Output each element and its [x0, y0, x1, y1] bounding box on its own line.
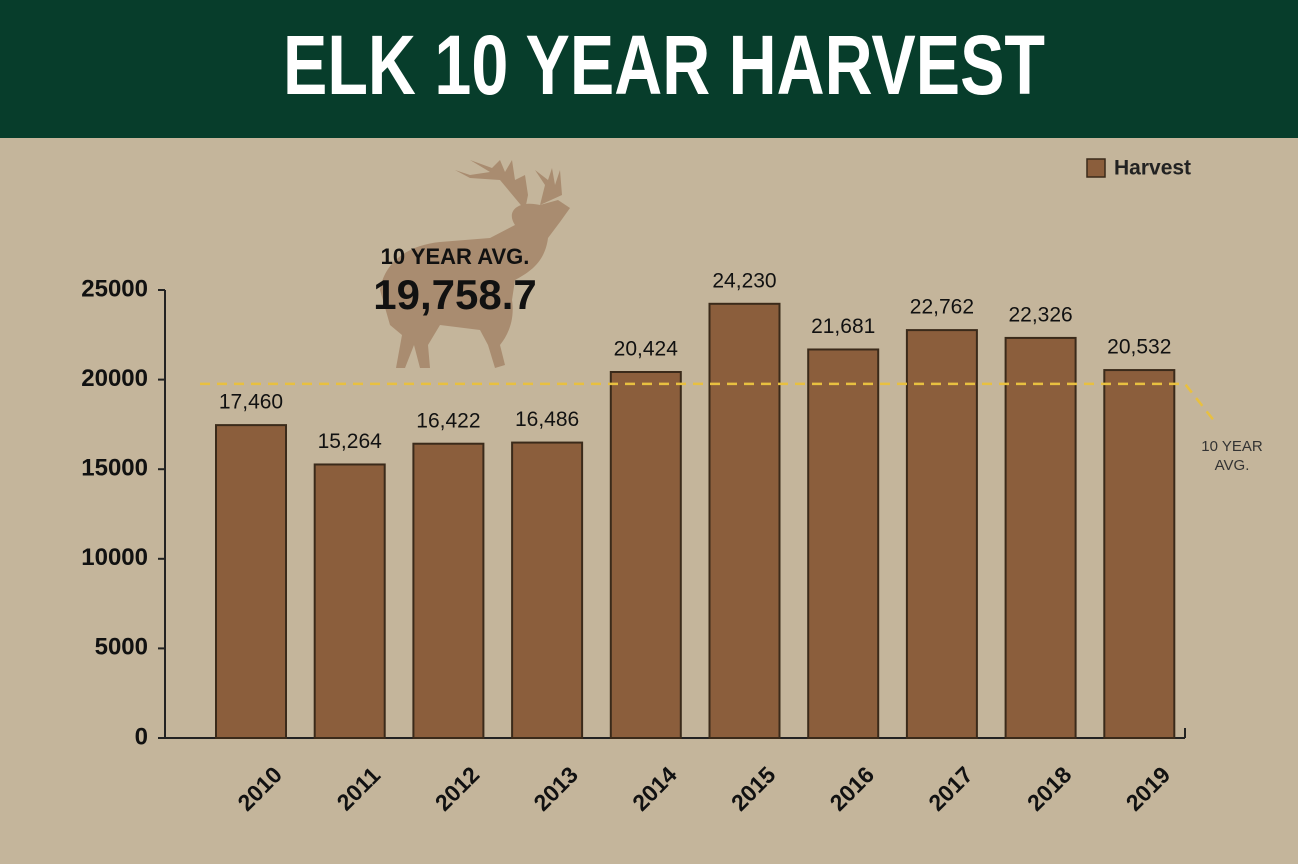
- average-line-label: AVG.: [1215, 457, 1250, 474]
- value-label: 20,532: [1107, 336, 1171, 359]
- bar: [807, 348, 880, 739]
- bar: [609, 371, 682, 739]
- value-label: 16,422: [416, 409, 480, 432]
- average-value: 19,758.7: [373, 271, 537, 318]
- y-tick-label: 25000: [81, 275, 148, 302]
- value-label: 22,326: [1008, 303, 1072, 326]
- bar: [412, 442, 485, 739]
- bar: [215, 424, 287, 739]
- elk-silhouette: [380, 160, 570, 368]
- value-label: 17,460: [219, 391, 283, 414]
- average-line: [200, 382, 1216, 423]
- value-label: 24,230: [712, 269, 776, 292]
- bar: [708, 302, 781, 739]
- chart-title: ELK 10 YEAR HARVEST: [283, 18, 1045, 112]
- bar: [313, 463, 386, 739]
- value-label: 16,486: [515, 408, 579, 431]
- bar: [1103, 369, 1176, 739]
- average-title: 10 YEAR AVG.: [381, 244, 530, 269]
- y-tick-label: 15000: [81, 455, 148, 482]
- average-line-label: 10 YEAR: [1201, 438, 1263, 455]
- bar: [905, 329, 978, 739]
- y-tick-label: 0: [135, 723, 148, 750]
- y-tick-label: 10000: [81, 544, 148, 571]
- legend-label: Harvest: [1114, 157, 1191, 180]
- value-label: 22,762: [910, 296, 974, 319]
- value-label: 21,681: [811, 315, 875, 338]
- header-band: [0, 0, 1298, 138]
- value-label: 15,264: [318, 430, 383, 453]
- value-label: 20,424: [614, 338, 679, 361]
- legend-swatch: [1086, 158, 1106, 178]
- y-tick-label: 5000: [95, 634, 148, 661]
- bar: [1004, 336, 1077, 739]
- y-tick-label: 20000: [81, 365, 148, 392]
- bar: [511, 441, 584, 739]
